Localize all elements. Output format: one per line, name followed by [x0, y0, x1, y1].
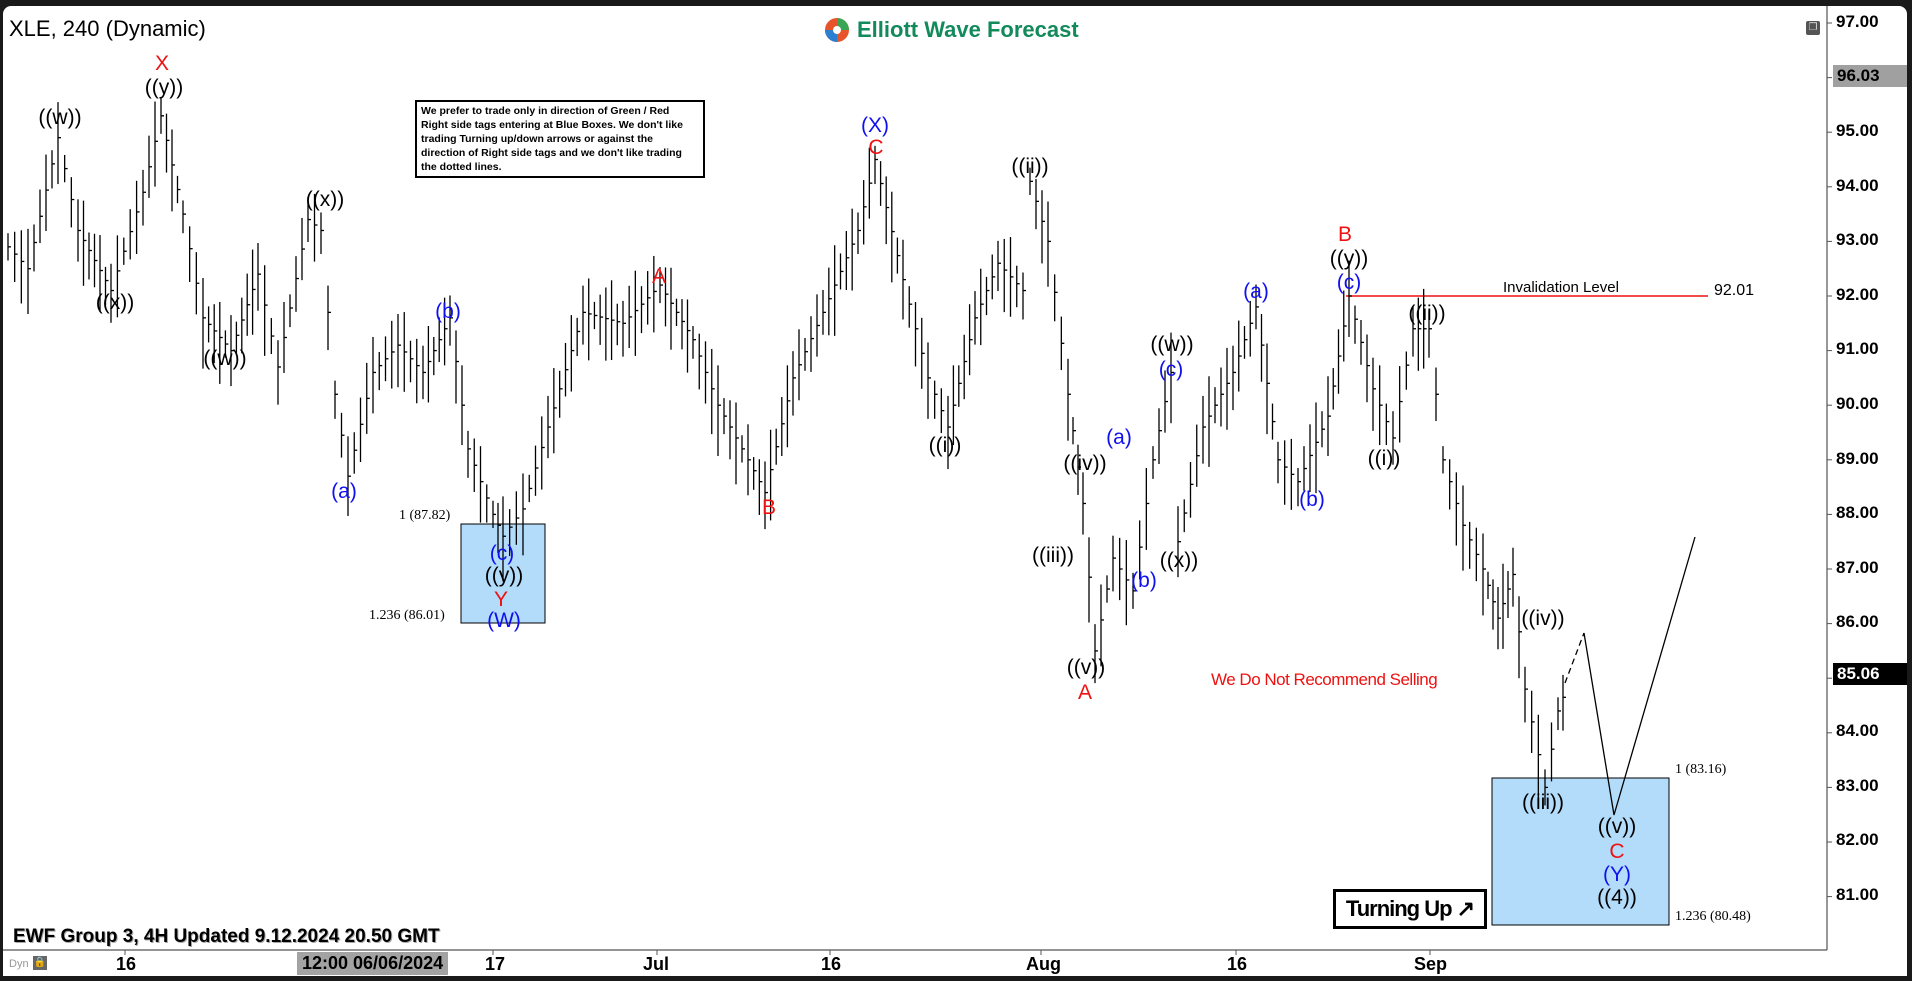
y-tick: 89.00 [1836, 449, 1879, 468]
logo-text: Elliott Wave Forecast [857, 17, 1079, 42]
wave-label: Y [493, 588, 509, 611]
logo-icon [825, 18, 849, 42]
wave-label: (a) [1243, 280, 1269, 303]
restore-window-icon[interactable]: ❐ [1806, 21, 1820, 35]
fib-level-label: 1.236 (86.01) [369, 608, 445, 623]
wave-label: A [651, 265, 667, 288]
x-tick: Aug [1026, 954, 1061, 974]
chart-window: XLE, 240 (Dynamic) Elliott Wave Forecast… [3, 6, 1907, 976]
wave-label: ((w)) [203, 347, 247, 370]
wave-label: A [1077, 681, 1093, 704]
wave-label: (b) [1131, 569, 1157, 592]
turning-up-label: Turning Up [1345, 896, 1453, 921]
wave-label: X [154, 52, 170, 75]
y-tick: 84.00 [1836, 721, 1879, 740]
wave-label: ((iv)) [1063, 452, 1107, 475]
y-tick: 95.00 [1836, 121, 1879, 140]
projection-path [1583, 536, 1696, 816]
y-tick: 88.00 [1836, 503, 1879, 522]
wave-label: ((ii)) [1011, 155, 1049, 178]
y-tick: 83.00 [1836, 776, 1879, 795]
fib-level-label: 1.236 (80.48) [1675, 909, 1751, 924]
last-price-tag: 85.06 [1833, 663, 1907, 685]
wave-label: ((i)) [1367, 447, 1401, 470]
right-blue-box [1491, 777, 1670, 926]
wave-label: (W) [487, 609, 521, 632]
wave-label: ((iv)) [1521, 607, 1565, 630]
x-tick: Sep [1414, 954, 1448, 974]
y-tick: 92.00 [1836, 285, 1879, 304]
wave-label: ((w)) [38, 106, 82, 129]
y-tick: 87.00 [1836, 558, 1879, 577]
wave-label: ((ii)) [1408, 302, 1446, 325]
wave-label: C [1609, 840, 1625, 863]
wave-label: ((y)) [144, 76, 184, 99]
wave-label: ((x)) [95, 291, 135, 314]
turning-up-badge: Turning Up ↗ [1333, 889, 1487, 929]
chart-title: XLE, 240 (Dynamic) [9, 16, 206, 41]
wave-label: C [868, 136, 884, 159]
wave-label: ((i)) [928, 434, 962, 457]
update-footer: EWF Group 3, 4H Updated 9.12.2024 20.50 … [13, 926, 440, 947]
dyn-label: Dyn [9, 958, 29, 970]
wave-label: (Y) [1603, 863, 1631, 886]
wave-label: (a) [1106, 426, 1132, 449]
y-tick: 97.00 [1836, 12, 1879, 31]
x-tick: 17 [485, 954, 506, 974]
y-tick: 94.00 [1836, 176, 1879, 195]
wave-label: (b) [435, 300, 461, 323]
wave-label: ((x)) [305, 188, 345, 211]
x-tick: 16 [821, 954, 842, 974]
x-tick: 16 [1227, 954, 1248, 974]
wave-label: ((v)) [1597, 815, 1637, 838]
y-tick: 86.00 [1836, 612, 1879, 631]
wave-label: B [761, 496, 777, 519]
x-tick: Jul [643, 954, 670, 974]
y-tick: 91.00 [1836, 339, 1879, 358]
y-tick: 82.00 [1836, 830, 1879, 849]
invalidation-value: 92.01 [1714, 282, 1755, 299]
crosshair-date: 12:00 06/06/2024 [297, 952, 449, 975]
wave-label: (b) [1299, 488, 1325, 511]
wave-label: (X) [861, 114, 889, 137]
price-chart [3, 6, 1832, 955]
fib-level-label: 1 (87.82) [399, 508, 451, 523]
fib-level-label: 1 (83.16) [1675, 762, 1727, 777]
wave-label: (c) [489, 542, 515, 565]
wave-label: (a) [331, 480, 357, 503]
y-tick: 81.00 [1836, 885, 1879, 904]
invalidation-label: Invalidation Level [1503, 279, 1619, 296]
x-tick: 16 [116, 954, 137, 974]
arrow-up-right-icon: ↗ [1451, 896, 1475, 921]
wave-label: ((4)) [1597, 886, 1637, 909]
y-tick: 90.00 [1836, 394, 1879, 413]
disclaimer-box: We prefer to trade only in direction of … [415, 100, 705, 178]
high-price-tag: 96.03 [1833, 65, 1907, 87]
wave-label: ((y)) [1329, 247, 1369, 270]
wave-label: ((iii)) [1032, 544, 1074, 567]
wave-label: ((iii)) [1522, 791, 1564, 814]
wave-label: (c) [1158, 358, 1184, 381]
wave-label: B [1337, 223, 1353, 246]
wave-label: ((x)) [1159, 549, 1199, 572]
wave-label: ((w)) [1150, 333, 1194, 356]
wave-label: (c) [1336, 271, 1362, 294]
projection-dashed [1564, 632, 1585, 684]
logo: Elliott Wave Forecast [823, 16, 1079, 44]
lock-icon[interactable]: 🔒 [33, 956, 47, 970]
no-sell-notice: We Do Not Recommend Selling [1211, 670, 1438, 689]
wave-label: ((y)) [484, 564, 524, 587]
y-tick: 93.00 [1836, 230, 1879, 249]
wave-label: ((v)) [1066, 656, 1106, 679]
